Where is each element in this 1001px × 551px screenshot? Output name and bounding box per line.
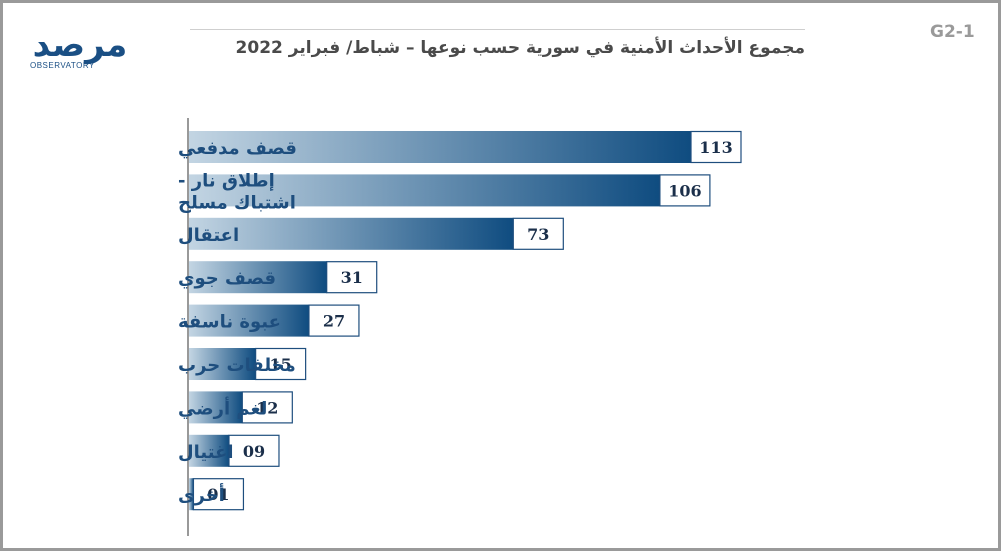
bar-6 xyxy=(189,391,243,424)
data-label-0: 113 xyxy=(699,138,732,157)
data-label-box-0 xyxy=(690,130,742,164)
data-label-1: 106 xyxy=(668,181,701,200)
data-label-5: 15 xyxy=(270,355,292,374)
bar-4 xyxy=(189,304,309,337)
data-label-7: 09 xyxy=(243,442,265,461)
category-label-1-line-0: إطلاق نار - xyxy=(178,170,275,191)
data-label-box-3 xyxy=(326,261,378,294)
data-label-box-5 xyxy=(255,347,307,381)
data-label-box-6 xyxy=(241,391,293,424)
bar-3 xyxy=(189,261,327,294)
data-label-box-1 xyxy=(659,174,711,207)
category-label-8: أخرى xyxy=(178,483,225,506)
category-label-0: قصف مدفعي xyxy=(178,138,297,159)
bar-2 xyxy=(189,217,514,250)
data-label-3: 31 xyxy=(341,268,363,287)
figure-code: G2-1 xyxy=(930,22,975,42)
bar-7 xyxy=(189,434,229,467)
data-label-box-7 xyxy=(228,434,280,467)
category-label-3: قصف جوي xyxy=(178,268,276,289)
logo-wordmark: مرصد xyxy=(32,25,130,65)
logo-subtitle: OBSERVATORY xyxy=(30,61,95,70)
category-label-2: اعتقال xyxy=(178,225,239,246)
data-label-2: 73 xyxy=(527,225,549,244)
data-label-box-4 xyxy=(308,304,360,337)
bar-5 xyxy=(189,348,256,380)
data-label-8: 01 xyxy=(207,485,229,504)
category-label-5: مخلفات حرب xyxy=(178,355,296,376)
category-label-1-line-1: اشتباك مسلح xyxy=(178,192,296,213)
data-label-box-8 xyxy=(192,478,245,511)
category-label-7: اغتيال xyxy=(178,442,234,463)
data-label-6: 12 xyxy=(256,398,278,417)
data-label-box-2 xyxy=(512,217,564,250)
category-label-4: عبوة ناسفة xyxy=(178,312,281,333)
logo: مرصد OBSERVATORY xyxy=(30,28,130,72)
data-label-4: 27 xyxy=(323,312,345,331)
bar-8 xyxy=(189,478,194,511)
category-label-6: لغم أرضي xyxy=(178,396,267,419)
bar-0 xyxy=(189,131,691,163)
title-divider xyxy=(190,29,805,30)
bar-1 xyxy=(189,174,660,207)
chart-title: مجموع الأحداث الأمنية في سورية حسب نوعها… xyxy=(235,38,805,58)
